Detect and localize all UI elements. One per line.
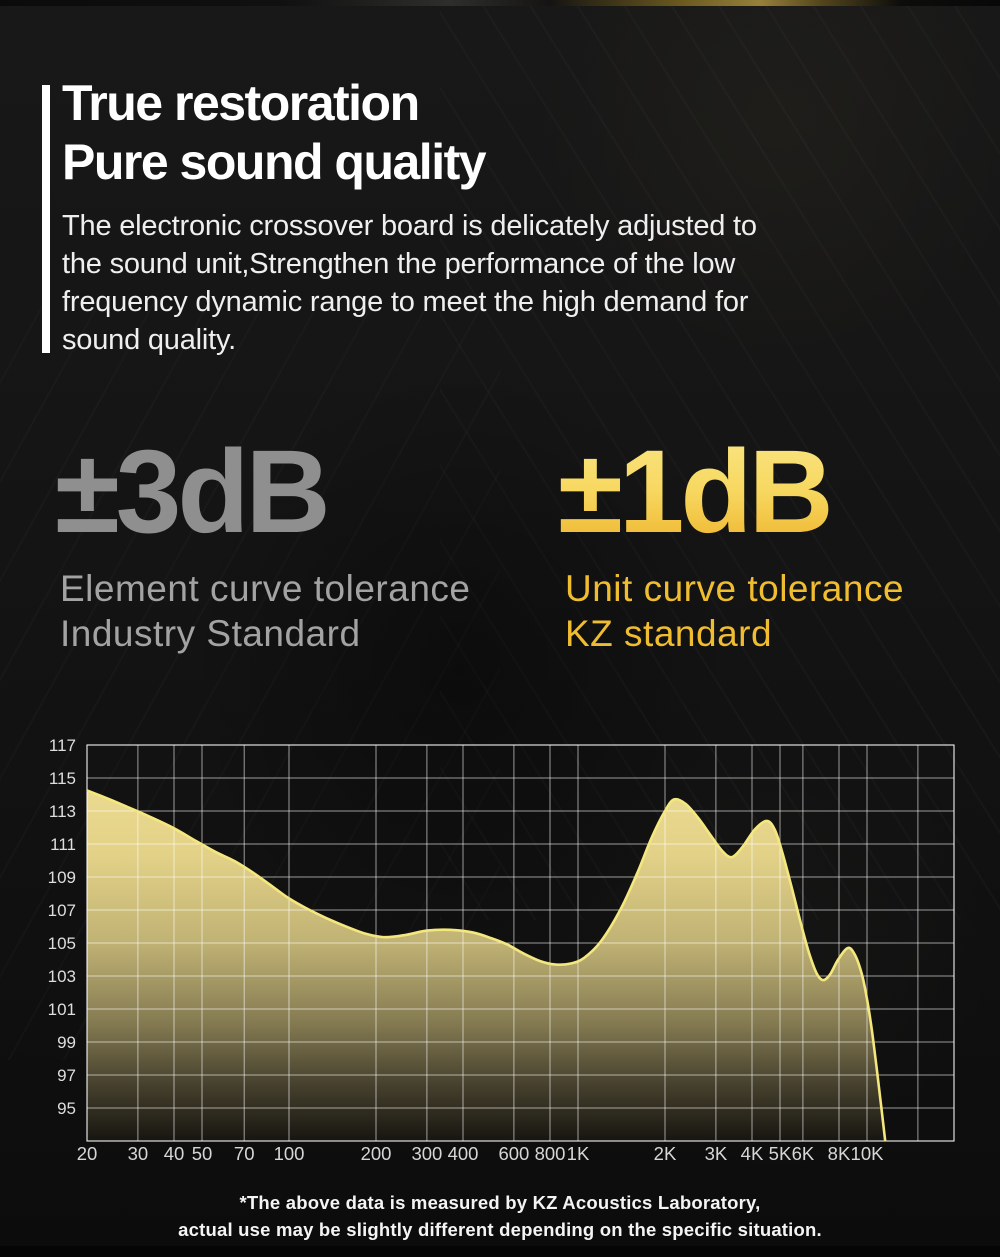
svg-text:113: 113	[49, 802, 76, 821]
industry-label-line-1: Element curve tolerance	[60, 568, 471, 609]
svg-text:50: 50	[192, 1143, 213, 1164]
industry-tolerance-label: Element curve tolerance Industry Standar…	[60, 566, 470, 656]
svg-text:105: 105	[48, 934, 76, 953]
header-block: True restoration Pure sound quality The …	[62, 74, 972, 359]
disclaimer-line-1: *The above data is measured by KZ Acoust…	[239, 1192, 761, 1213]
svg-text:4K: 4K	[741, 1143, 764, 1164]
industry-tolerance-value: ±3dB	[55, 426, 331, 558]
svg-text:1K: 1K	[567, 1143, 590, 1164]
svg-text:117: 117	[49, 736, 76, 755]
svg-text:99: 99	[57, 1033, 76, 1052]
y-axis-labels: 117 115 113 111 109 107 105 103 101 99 97 95	[48, 736, 76, 1118]
svg-text:97: 97	[57, 1066, 76, 1085]
svg-text:10K: 10K	[851, 1143, 885, 1164]
svg-text:109: 109	[48, 868, 76, 887]
svg-text:600: 600	[498, 1143, 529, 1164]
svg-text:200: 200	[361, 1143, 392, 1164]
kz-label-line-2: KZ standard	[565, 613, 773, 654]
intro-line: The electronic crossover board is delica…	[62, 210, 757, 242]
intro-paragraph: The electronic crossover board is delica…	[62, 207, 972, 359]
kz-label-line-1: Unit curve tolerance	[565, 568, 905, 609]
svg-text:800: 800	[535, 1143, 566, 1164]
kz-tolerance-label: Unit curve tolerance KZ standard	[565, 566, 904, 656]
response-curve	[87, 789, 887, 1141]
x-axis-labels: 20 30 40 50 70 100 200 300 400 600 800 1K 2K 3K 4K 5K 6K…	[77, 1143, 884, 1164]
svg-text:300: 300	[411, 1143, 442, 1164]
frequency-response-svg: 117 115 113 111 109 107 105 103 101 99 97 95 20 30 40 5…	[48, 736, 955, 1164]
svg-text:3K: 3K	[705, 1143, 728, 1164]
intro-line: sound quality.	[62, 324, 237, 356]
response-area-fill	[87, 790, 886, 1141]
svg-text:95: 95	[57, 1099, 76, 1118]
svg-text:70: 70	[234, 1143, 255, 1164]
page-title-line-2: Pure sound quality	[62, 134, 487, 190]
svg-text:2K: 2K	[654, 1143, 677, 1164]
svg-text:8K: 8K	[828, 1143, 851, 1164]
svg-text:40: 40	[164, 1143, 185, 1164]
svg-text:20: 20	[77, 1143, 98, 1164]
intro-line: the sound unit,Strengthen the performanc…	[62, 248, 736, 280]
svg-text:101: 101	[48, 1000, 76, 1019]
page-title-line-1: True restoration	[62, 75, 420, 131]
svg-text:107: 107	[48, 901, 76, 920]
intro-line: frequency dynamic range to meet the high…	[62, 286, 749, 318]
svg-text:400: 400	[448, 1143, 479, 1164]
disclaimer-line-2: actual use may be slightly different dep…	[178, 1219, 822, 1240]
title-accent-bar	[42, 85, 50, 353]
top-image-strip	[0, 0, 1000, 6]
industry-label-line-2: Industry Standard	[60, 613, 361, 654]
svg-text:111: 111	[50, 835, 76, 854]
svg-text:115: 115	[49, 769, 76, 788]
svg-text:103: 103	[48, 967, 76, 986]
kz-tolerance-value: ±1dB	[558, 426, 834, 558]
svg-text:100: 100	[274, 1143, 305, 1164]
chart-border	[86, 744, 955, 1142]
disclaimer: *The above data is measured by KZ Acoust…	[0, 1189, 1000, 1243]
svg-text:6K: 6K	[792, 1143, 815, 1164]
bottom-image-strip	[0, 1246, 1000, 1257]
svg-text:5K: 5K	[769, 1143, 792, 1164]
frequency-response-chart: 117 115 113 111 109 107 105 103 101 99 97 95 20 30 40 5…	[0, 700, 1000, 1190]
svg-text:30: 30	[128, 1143, 149, 1164]
